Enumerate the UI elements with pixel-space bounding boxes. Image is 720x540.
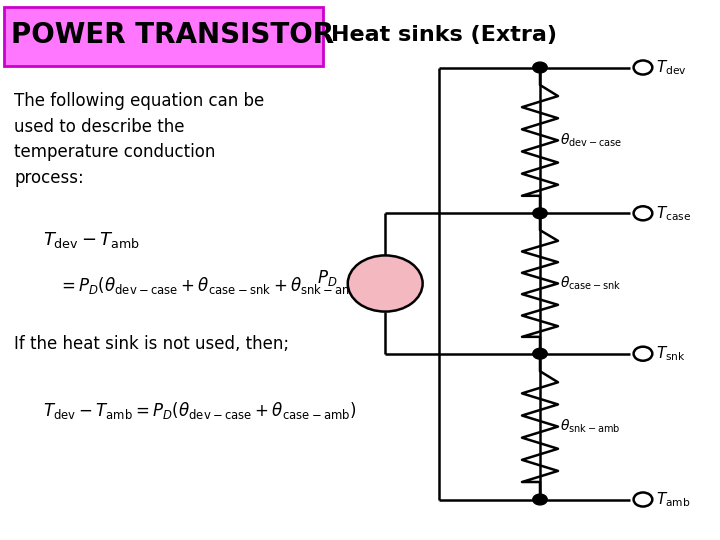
Text: $\theta_{\mathrm{case-snk}}$: $\theta_{\mathrm{case-snk}}$ xyxy=(560,275,622,292)
Circle shape xyxy=(634,60,652,75)
Circle shape xyxy=(634,206,652,220)
Text: $= P_D\left(\theta_{\mathrm{dev-case}} + \theta_{\mathrm{case-snk}} + \theta_{\m: $= P_D\left(\theta_{\mathrm{dev-case}} +… xyxy=(58,275,368,296)
Text: $T_{\mathrm{snk}}$: $T_{\mathrm{snk}}$ xyxy=(656,345,685,363)
Circle shape xyxy=(634,347,652,361)
Circle shape xyxy=(533,62,547,73)
FancyBboxPatch shape xyxy=(4,7,323,66)
Circle shape xyxy=(348,255,423,312)
Text: If the heat sink is not used, then;: If the heat sink is not used, then; xyxy=(14,335,289,353)
Text: $P_D$: $P_D$ xyxy=(317,268,337,288)
Text: $T_{\mathrm{case}}$: $T_{\mathrm{case}}$ xyxy=(656,204,691,222)
Text: $T_{\mathrm{dev}} - T_{\mathrm{amb}} = P_D\left(\theta_{\mathrm{dev-case}} + \th: $T_{\mathrm{dev}} - T_{\mathrm{amb}} = P… xyxy=(43,400,357,421)
Text: $\theta_{\mathrm{snk-amb}}$: $\theta_{\mathrm{snk-amb}}$ xyxy=(560,418,621,435)
Circle shape xyxy=(533,494,547,505)
Text: $T_{\mathrm{dev}}$: $T_{\mathrm{dev}}$ xyxy=(656,58,687,77)
Text: The following equation can be
used to describe the
temperature conduction
proces: The following equation can be used to de… xyxy=(14,92,265,187)
Text: $\theta_{\mathrm{dev-case}}$: $\theta_{\mathrm{dev-case}}$ xyxy=(560,132,622,149)
Circle shape xyxy=(634,492,652,507)
Text: $T_{\mathrm{dev}} - T_{\mathrm{amb}}$: $T_{\mathrm{dev}} - T_{\mathrm{amb}}$ xyxy=(43,230,140,249)
Text: Heat sinks (Extra): Heat sinks (Extra) xyxy=(331,25,557,45)
Text: $T_{\mathrm{amb}}$: $T_{\mathrm{amb}}$ xyxy=(656,490,690,509)
Circle shape xyxy=(533,348,547,359)
Text: POWER TRANSISTOR: POWER TRANSISTOR xyxy=(11,21,334,49)
Circle shape xyxy=(533,208,547,219)
